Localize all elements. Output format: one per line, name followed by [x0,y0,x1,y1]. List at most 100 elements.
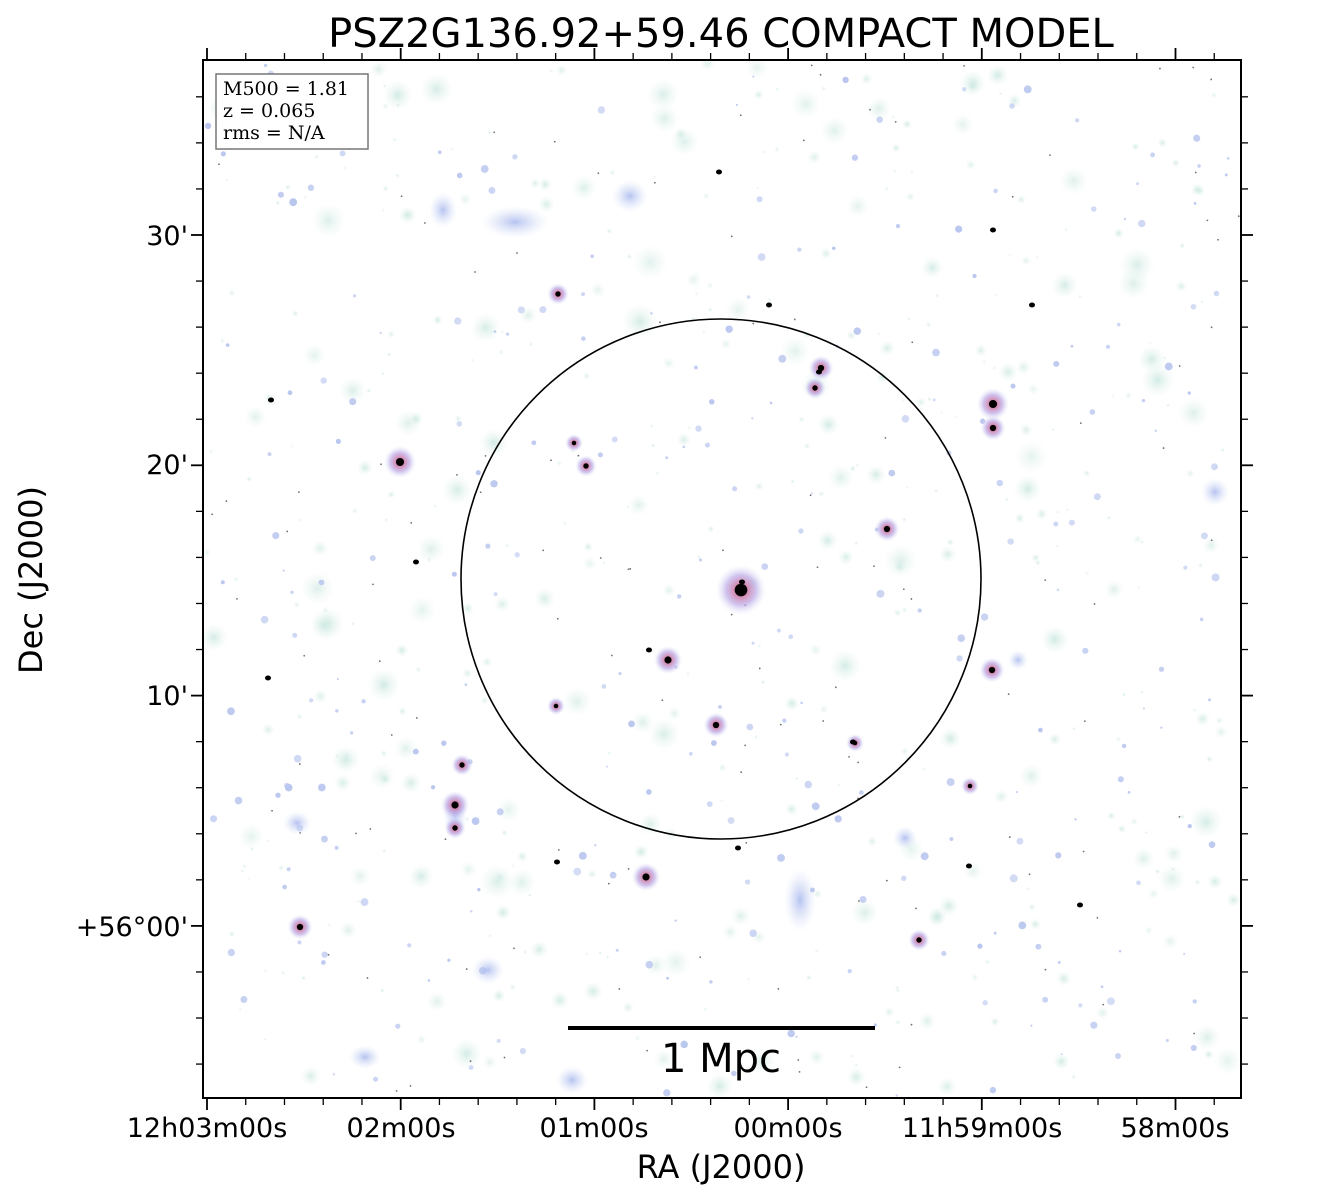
noise-speck [865,1086,868,1089]
diffuse-source [1142,707,1146,710]
noise-speck [810,64,813,67]
faint-source [625,504,630,509]
diffuse-source [725,325,733,333]
faint-source [583,541,594,552]
diffuse-source [901,414,910,423]
faint-source [1129,817,1139,826]
noise-speck [740,771,743,774]
faint-source [1206,873,1223,890]
faint-source [1104,579,1124,600]
faint-source [582,372,591,380]
diffuse-source [804,780,813,789]
faint-source [481,656,493,668]
faint-source [676,432,692,448]
noise-speck [493,131,496,134]
noise-speck [424,222,426,224]
diffuse-source [1042,996,1049,1003]
diffuse-source [709,980,713,984]
faint-source [966,80,980,93]
faint-source [662,356,676,370]
diffuse-source [412,748,419,755]
diffuse-source [597,106,606,114]
faint-source [784,695,800,712]
faint-source [634,1034,641,1042]
diffuse-source [666,976,669,980]
faint-source [1019,763,1044,789]
compact-source-core [989,424,997,432]
y-tick-label: 30' [146,221,188,252]
noise-speck [1237,215,1240,218]
faint-source [342,165,348,171]
diffuse-source [590,254,594,258]
faint-source [621,1001,635,1014]
faint-source [488,933,493,938]
faint-source [1132,533,1143,545]
diffuse-source [847,969,852,974]
faint-source [493,870,508,885]
diffuse-source [480,165,489,173]
faint-source [673,127,688,142]
faint-source [774,86,780,92]
diffuse-source [468,1065,474,1071]
noise-speck [1210,326,1213,329]
faint-source [386,352,392,357]
diffuse-source [756,196,763,203]
noise-speck [503,1056,506,1059]
faint-source [1136,585,1142,590]
diffuse-source [784,752,790,757]
faint-source [1121,692,1127,697]
noise-speck [730,613,733,616]
noise-speck [884,437,887,439]
diffuse-source [1187,391,1191,395]
diffuse-source [373,1076,379,1082]
faint-source [470,358,475,363]
faint-source [906,317,911,322]
faint-source [1148,341,1153,346]
faint-source [749,1048,776,1075]
diffuse-source [220,580,225,585]
diffuse-source [307,184,315,191]
diffuse-source [1018,921,1027,930]
compact-source-core [395,457,405,467]
diffuse-source [1038,727,1043,733]
diffuse-source [493,592,498,597]
diffuse-source [275,792,281,798]
faint-source [501,829,508,837]
diffuse-source [674,919,677,922]
x-tick-label: 01m00s [539,1113,648,1144]
faint-source [1059,166,1089,196]
faint-source [1177,397,1210,429]
diffuse-source [735,103,738,106]
faint-source [754,481,764,492]
noise-speck [857,761,860,764]
noise-speck [479,491,482,494]
faint-source [816,530,838,551]
faint-source [993,788,1009,805]
diffuse-source [1138,219,1146,228]
diffuse-source [447,958,451,962]
faint-source [432,314,443,326]
noise-speck [557,848,560,851]
faint-source [1124,391,1132,400]
diffuse-source [688,751,693,756]
faint-source [706,1072,734,1098]
diffuse-source [430,785,436,790]
noise-speck [1178,365,1181,367]
noise-speck [1008,836,1011,838]
diffuse-source [1127,790,1131,794]
diffuse-region [612,180,648,212]
faint-source [687,425,692,430]
faint-source [1028,903,1036,911]
diffuse-source [407,943,412,948]
diffuse-source [1035,943,1042,950]
diffuse-source [225,343,230,347]
faint-source [1157,864,1187,894]
diffuse-source [732,486,738,492]
faint-source [730,906,751,927]
diffuse-source [941,950,947,957]
faint-source [1194,879,1201,886]
noise-speck [739,114,742,117]
faint-source [998,91,1003,96]
faint-source [1020,255,1032,266]
noise-speck [369,828,372,830]
